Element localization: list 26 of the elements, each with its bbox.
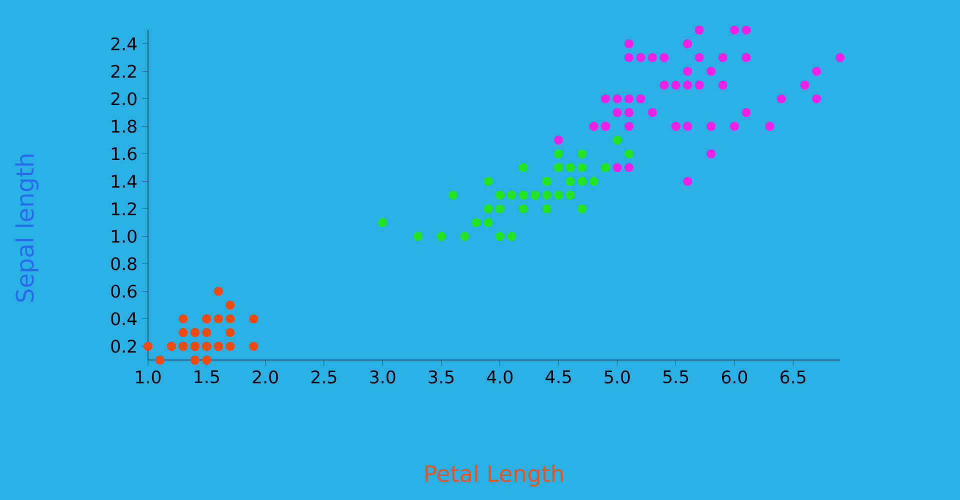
x-tick-label: 1.5: [194, 370, 219, 384]
x-tick-label: 1.0: [136, 370, 161, 384]
x-tick-label: 6.0: [722, 370, 748, 384]
y-tick-label: 1.0: [112, 230, 136, 243]
y-axis-title: Sepal length: [15, 154, 39, 302]
x-tick-label: 2.0: [252, 370, 278, 384]
y-tick-label: 1.8: [112, 120, 136, 133]
y-tick-label: 0.8: [111, 257, 136, 270]
y-tick-label: 1.2: [112, 202, 136, 216]
y-tick-label: 0.6: [111, 284, 136, 298]
y-tick-label: 2.4: [111, 37, 137, 50]
x-tick-label: 2.5: [311, 370, 336, 384]
x-tick-label: 6.5: [780, 370, 806, 384]
x-tick-label: 3.0: [370, 370, 396, 384]
y-tick-label: 2.0: [111, 92, 136, 106]
y-tick-label: 0.4: [111, 312, 137, 326]
x-tick-label: 4.5: [546, 370, 571, 384]
x-tick-label: 5.5: [663, 370, 688, 384]
y-tick-label: 1.4: [112, 174, 137, 188]
x-tick-label: 5.0: [604, 370, 630, 384]
x-tick-label: 3.5: [428, 370, 454, 384]
y-tick-label: 1.6: [112, 147, 136, 160]
y-tick-label: 2.2: [111, 64, 136, 78]
x-tick-label: 4.0: [486, 370, 512, 384]
y-tick-label: 0.2: [111, 340, 136, 353]
x-axis-title: Petal Length: [426, 464, 563, 486]
